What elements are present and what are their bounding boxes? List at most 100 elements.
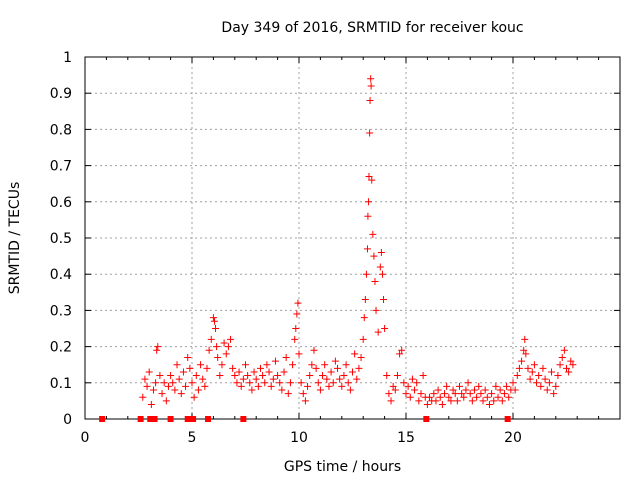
data-point — [145, 368, 153, 376]
data-point — [367, 82, 375, 90]
data-point — [481, 386, 489, 394]
data-point — [169, 379, 177, 387]
data-point — [263, 361, 271, 369]
data-point — [280, 368, 288, 376]
data-point — [323, 375, 331, 383]
data-point — [543, 386, 551, 394]
data-point — [524, 364, 532, 372]
data-point — [396, 350, 404, 358]
data-point — [436, 393, 444, 401]
data-point — [406, 393, 414, 401]
x-tick-label: 20 — [504, 430, 522, 446]
data-point — [411, 386, 419, 394]
data-point — [282, 353, 290, 361]
data-point — [229, 364, 237, 372]
data-point — [383, 372, 391, 380]
data-point — [560, 346, 568, 354]
data-point — [567, 357, 575, 365]
zero-marker — [240, 416, 247, 422]
data-point — [550, 390, 558, 398]
data-point — [541, 375, 549, 383]
data-point — [511, 386, 519, 394]
y-axis-label: SRMTID / TECUs — [7, 182, 23, 295]
data-point — [526, 375, 534, 383]
data-point — [327, 368, 335, 376]
data-point — [194, 386, 202, 394]
data-point — [496, 386, 504, 394]
data-point — [490, 397, 498, 405]
data-point — [468, 397, 476, 405]
data-point — [338, 382, 346, 390]
zero-marker — [147, 416, 154, 422]
data-point — [479, 397, 487, 405]
data-point — [456, 382, 463, 390]
data-point — [308, 361, 316, 369]
data-point — [361, 296, 369, 304]
data-point — [294, 299, 302, 307]
data-point — [293, 310, 301, 318]
data-point — [222, 350, 230, 358]
data-point — [261, 379, 269, 387]
data-point — [177, 390, 185, 398]
data-point — [518, 357, 526, 365]
data-point — [445, 393, 453, 401]
data-point — [237, 382, 245, 390]
data-point — [565, 368, 573, 376]
data-point — [365, 172, 373, 180]
data-point — [265, 368, 273, 376]
data-point — [360, 314, 368, 322]
data-point — [213, 343, 221, 351]
x-axis-label: GPS time / hours — [284, 459, 401, 475]
data-point — [291, 335, 299, 343]
data-point — [539, 364, 547, 372]
data-point — [175, 375, 183, 383]
data-point — [366, 129, 374, 137]
data-point — [216, 372, 224, 380]
data-point — [563, 364, 570, 372]
data-point — [329, 379, 337, 387]
data-point — [252, 375, 260, 383]
chart-title: Day 349 of 2016, SRMTID for receiver kou… — [221, 20, 523, 36]
data-point — [500, 390, 508, 398]
zero-marker — [205, 416, 212, 422]
data-point — [162, 397, 170, 405]
y-tick-label: 0.7 — [50, 159, 72, 175]
data-point — [334, 364, 342, 372]
data-point — [369, 230, 377, 238]
data-point — [554, 372, 562, 380]
data-point — [441, 390, 449, 398]
data-point — [366, 96, 374, 104]
y-tick-label: 0.8 — [50, 122, 72, 138]
data-point — [278, 386, 286, 394]
data-point — [210, 317, 218, 325]
data-point — [462, 386, 470, 394]
data-point — [377, 248, 385, 256]
data-point — [319, 372, 327, 380]
data-point — [423, 401, 431, 409]
data-point — [325, 382, 333, 390]
data-point — [297, 379, 305, 387]
zero-marker — [137, 416, 144, 422]
data-point — [342, 361, 350, 369]
data-point — [533, 379, 541, 387]
data-point — [556, 361, 564, 369]
data-point — [432, 397, 440, 405]
data-point — [368, 176, 376, 184]
data-point — [201, 382, 209, 390]
data-point — [447, 397, 455, 405]
y-tick-label: 0.4 — [50, 267, 72, 283]
data-point — [184, 353, 192, 361]
data-point — [453, 397, 461, 405]
data-point — [182, 382, 190, 390]
data-point — [509, 379, 517, 387]
data-point — [231, 372, 239, 380]
data-point — [336, 375, 344, 383]
data-point — [477, 390, 485, 398]
data-point — [522, 350, 530, 358]
data-point — [233, 379, 241, 387]
data-point — [483, 393, 491, 401]
data-point — [404, 382, 412, 390]
data-point — [141, 375, 149, 383]
data-point — [515, 364, 523, 372]
